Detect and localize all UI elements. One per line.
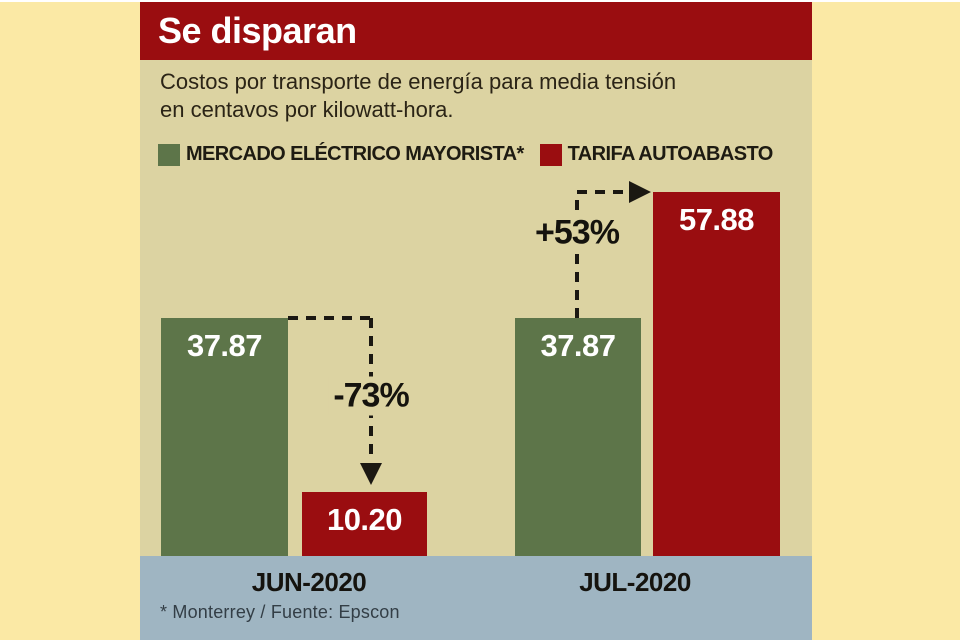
bar-value-label: 37.87 xyxy=(540,328,616,363)
legend-label-tarifa: TARIFA AUTOABASTO xyxy=(567,143,774,165)
bar-jun-mercado: 37.87 xyxy=(161,318,288,556)
axis-label-jun: JUN-2020 xyxy=(251,567,367,597)
legend-swatch-red xyxy=(539,143,562,166)
bar-value-label: 10.20 xyxy=(326,502,403,537)
legend-swatch-green xyxy=(158,143,180,166)
annotation-jul-percent: +53% xyxy=(530,213,624,253)
jun-arrow-down-icon xyxy=(360,463,382,485)
axis-footer-band: JUN-2020 JUL-2020 * Monterrey / Fuente: … xyxy=(140,556,812,640)
chart-legend: MERCADO ELÉCTRICO MAYORISTA* TARIFA AUTO… xyxy=(158,143,773,166)
chart-body: Costos por transporte de energía para me… xyxy=(140,60,812,556)
bar-value-label: 37.87 xyxy=(186,328,263,363)
jul-arrow-right-icon xyxy=(629,181,651,203)
page-top-divider xyxy=(0,0,960,2)
legend-item-mercado: MERCADO ELÉCTRICO MAYORISTA* xyxy=(158,143,524,166)
bar-value-label: 57.88 xyxy=(678,202,755,237)
legend-item-tarifa: TARIFA AUTOABASTO xyxy=(539,143,774,166)
annotation-jun-percent: -73% xyxy=(328,376,414,416)
chart-title: Se disparan xyxy=(158,10,357,51)
chart-header: Se disparan xyxy=(140,2,812,60)
bar-jul-tarifa: 57.88 xyxy=(653,192,780,556)
axis-label-jul: JUL-2020 xyxy=(579,567,691,597)
source-footnote: * Monterrey / Fuente: Epscon xyxy=(160,602,400,622)
chart-panel: Se disparan Costos por transporte de ene… xyxy=(140,2,812,640)
bar-jul-mercado: 37.87 xyxy=(515,318,641,556)
legend-label-mercado: MERCADO ELÉCTRICO MAYORISTA* xyxy=(186,143,524,165)
chart-subtitle: Costos por transporte de energía para me… xyxy=(160,69,677,122)
plot-area: 37.87 10.20 37.87 57.88 -73% xyxy=(140,60,812,556)
bar-jun-tarifa: 10.20 xyxy=(302,492,427,556)
